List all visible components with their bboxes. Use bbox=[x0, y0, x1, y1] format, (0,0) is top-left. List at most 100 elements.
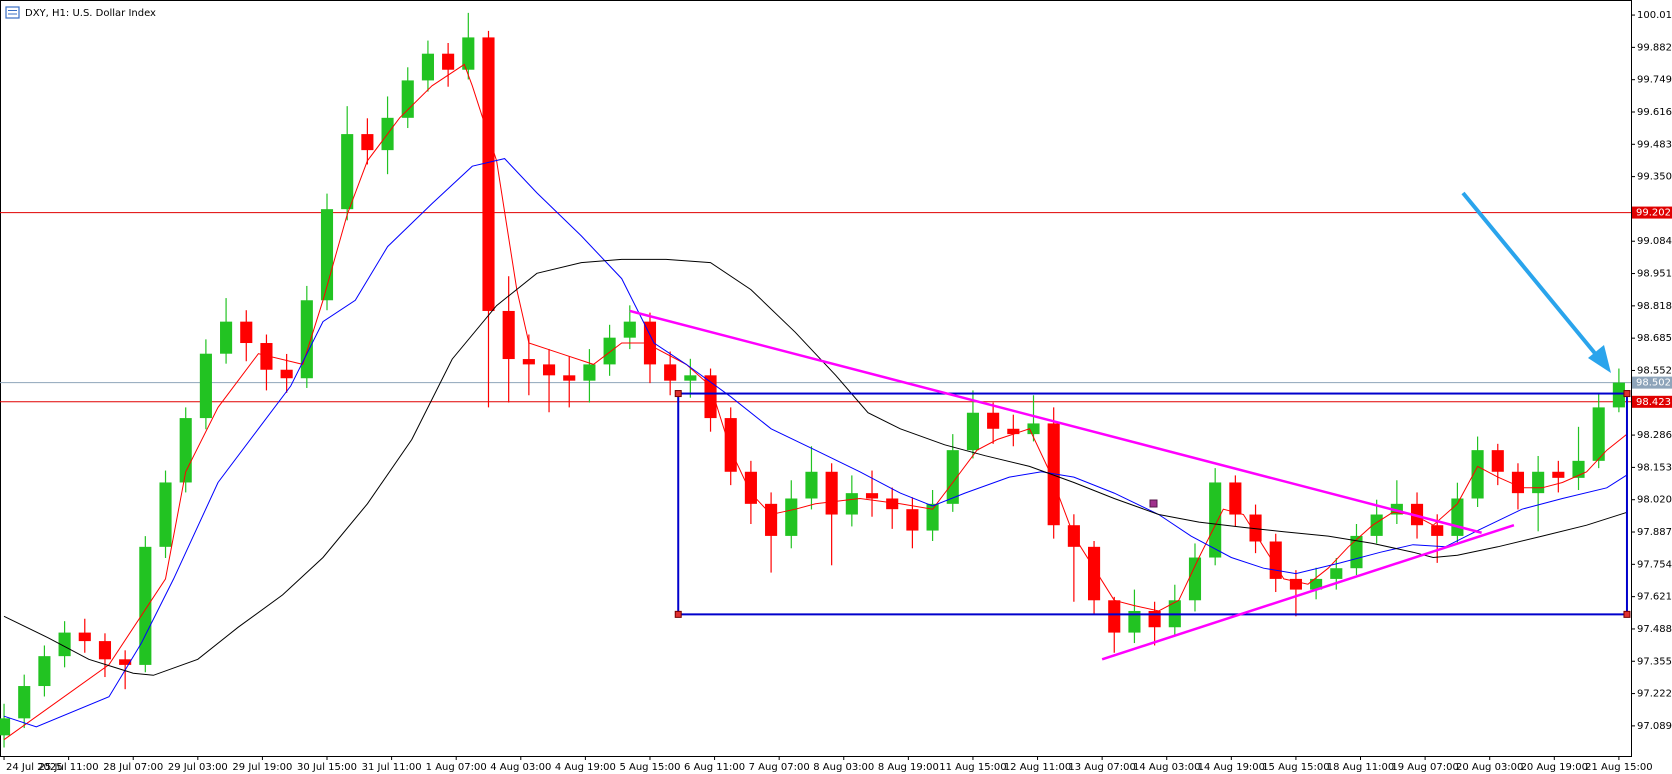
candle-body bbox=[361, 134, 374, 151]
candle-body bbox=[1310, 578, 1323, 590]
price-level-tag bbox=[1632, 395, 1672, 408]
candle-body bbox=[1188, 557, 1202, 601]
candle-body bbox=[865, 493, 879, 499]
x-tick-label: 15 Aug 15:00 bbox=[1262, 762, 1329, 773]
price-level-label: 98.502 bbox=[1636, 378, 1671, 389]
moving-average bbox=[3, 158, 1628, 728]
price-level-label: 98.423 bbox=[1636, 397, 1671, 408]
annotation-arrowhead bbox=[1588, 345, 1611, 373]
moving-average bbox=[3, 258, 1628, 676]
candle-body bbox=[704, 375, 717, 419]
candle-body bbox=[1330, 568, 1343, 579]
x-tick-label: 21 Aug 15:00 bbox=[1585, 762, 1652, 773]
y-tick-label: 98.552 bbox=[1637, 365, 1672, 376]
candle-body bbox=[38, 656, 51, 687]
candle-body bbox=[845, 493, 858, 515]
candle-body bbox=[1229, 482, 1242, 515]
candle-body bbox=[58, 632, 71, 657]
x-tick-label: 8 Aug 03:00 bbox=[813, 762, 874, 773]
candle-body bbox=[684, 375, 697, 381]
x-tick-label: 6 Aug 11:00 bbox=[684, 762, 745, 773]
range-box bbox=[677, 392, 1628, 616]
candle-body bbox=[1431, 525, 1444, 536]
x-tick-label: 4 Aug 03:00 bbox=[490, 762, 551, 773]
x-tick-label: 7 Aug 07:00 bbox=[749, 762, 810, 773]
y-tick-label: 97.621 bbox=[1637, 592, 1672, 603]
candle-body bbox=[542, 364, 556, 376]
y-tick-label: 99.616 bbox=[1637, 107, 1672, 118]
candle-body bbox=[1289, 578, 1302, 590]
x-tick-label: 11 Aug 15:00 bbox=[939, 762, 1006, 773]
y-tick-label: 97.887 bbox=[1637, 527, 1672, 538]
x-tick-label: 14 Aug 19:00 bbox=[1198, 762, 1265, 773]
candle-body bbox=[1491, 450, 1504, 472]
candle-body bbox=[139, 546, 152, 665]
candle-body bbox=[0, 718, 11, 736]
y-tick-label: 99.350 bbox=[1637, 172, 1672, 183]
y-tick-label: 98.685 bbox=[1637, 333, 1672, 344]
x-tick-label: 30 Jul 15:00 bbox=[297, 762, 357, 773]
y-tick-label: 99.749 bbox=[1637, 75, 1672, 86]
candle-body bbox=[563, 375, 576, 381]
candle-body bbox=[1088, 546, 1101, 601]
candle-body bbox=[320, 209, 334, 301]
range-box-handle bbox=[674, 390, 682, 398]
x-tick-label: 13 Aug 07:00 bbox=[1068, 762, 1135, 773]
x-tick-label: 24 Jul 2025 bbox=[6, 762, 63, 773]
candle-body bbox=[119, 659, 132, 665]
candle-body bbox=[260, 343, 273, 370]
candle-body bbox=[1108, 600, 1121, 633]
candle-body bbox=[1128, 610, 1141, 633]
x-tick-label: 28 Jul 07:00 bbox=[103, 762, 163, 773]
price-level-tag bbox=[1632, 376, 1672, 389]
candle-body bbox=[220, 321, 233, 354]
price-level-label: 99.202 bbox=[1636, 208, 1671, 219]
candle-body bbox=[18, 686, 31, 719]
candle-body bbox=[765, 503, 778, 536]
candle-body bbox=[522, 359, 535, 365]
range-box-handle bbox=[674, 610, 682, 618]
candle-body bbox=[1390, 503, 1403, 515]
annotation-arrow bbox=[1461, 191, 1600, 359]
symbol-icon bbox=[5, 6, 20, 19]
candle-body bbox=[664, 364, 677, 381]
y-tick-label: 97.222 bbox=[1637, 689, 1672, 700]
y-tick-label: 97.089 bbox=[1637, 721, 1672, 732]
candle-body bbox=[886, 498, 899, 510]
x-tick-label: 5 Aug 15:00 bbox=[619, 762, 680, 773]
x-tick-label: 29 Jul 19:00 bbox=[232, 762, 292, 773]
candle-body bbox=[643, 321, 657, 365]
candle-body bbox=[341, 134, 354, 210]
candle-body bbox=[1471, 450, 1484, 499]
x-tick-label: 19 Aug 07:00 bbox=[1391, 762, 1458, 773]
x-tick-label: 25 Jul 11:00 bbox=[39, 762, 99, 773]
range-box-handle bbox=[1623, 610, 1631, 618]
plot-frame bbox=[0, 0, 1632, 757]
x-tick-label: 12 Aug 11:00 bbox=[1004, 762, 1071, 773]
trendline bbox=[629, 309, 1482, 534]
candle-body bbox=[280, 369, 293, 379]
x-tick-label: 20 Aug 03:00 bbox=[1456, 762, 1523, 773]
y-tick-label: 99.882 bbox=[1637, 42, 1672, 53]
candle-body bbox=[1532, 471, 1545, 494]
candle-body bbox=[1370, 514, 1383, 536]
candle-body bbox=[744, 471, 757, 504]
candle-body bbox=[946, 450, 959, 504]
x-tick-label: 18 Aug 11:00 bbox=[1327, 762, 1394, 773]
y-tick-label: 98.153 bbox=[1637, 462, 1672, 473]
candle-body bbox=[1047, 423, 1060, 526]
object-marker bbox=[1149, 499, 1158, 508]
candle-body bbox=[98, 641, 112, 660]
y-tick-label: 100.015 bbox=[1637, 10, 1672, 21]
x-tick-label: 20 Aug 19:00 bbox=[1521, 762, 1588, 773]
candle-body bbox=[300, 300, 313, 379]
candle-body bbox=[442, 53, 455, 70]
candle-body bbox=[1027, 423, 1040, 435]
candle-body bbox=[603, 337, 616, 365]
x-tick-label: 31 Jul 11:00 bbox=[362, 762, 422, 773]
candle-body bbox=[240, 321, 253, 344]
candle-body bbox=[785, 498, 798, 536]
candle-body bbox=[1511, 471, 1525, 494]
candle-body bbox=[987, 412, 1000, 429]
